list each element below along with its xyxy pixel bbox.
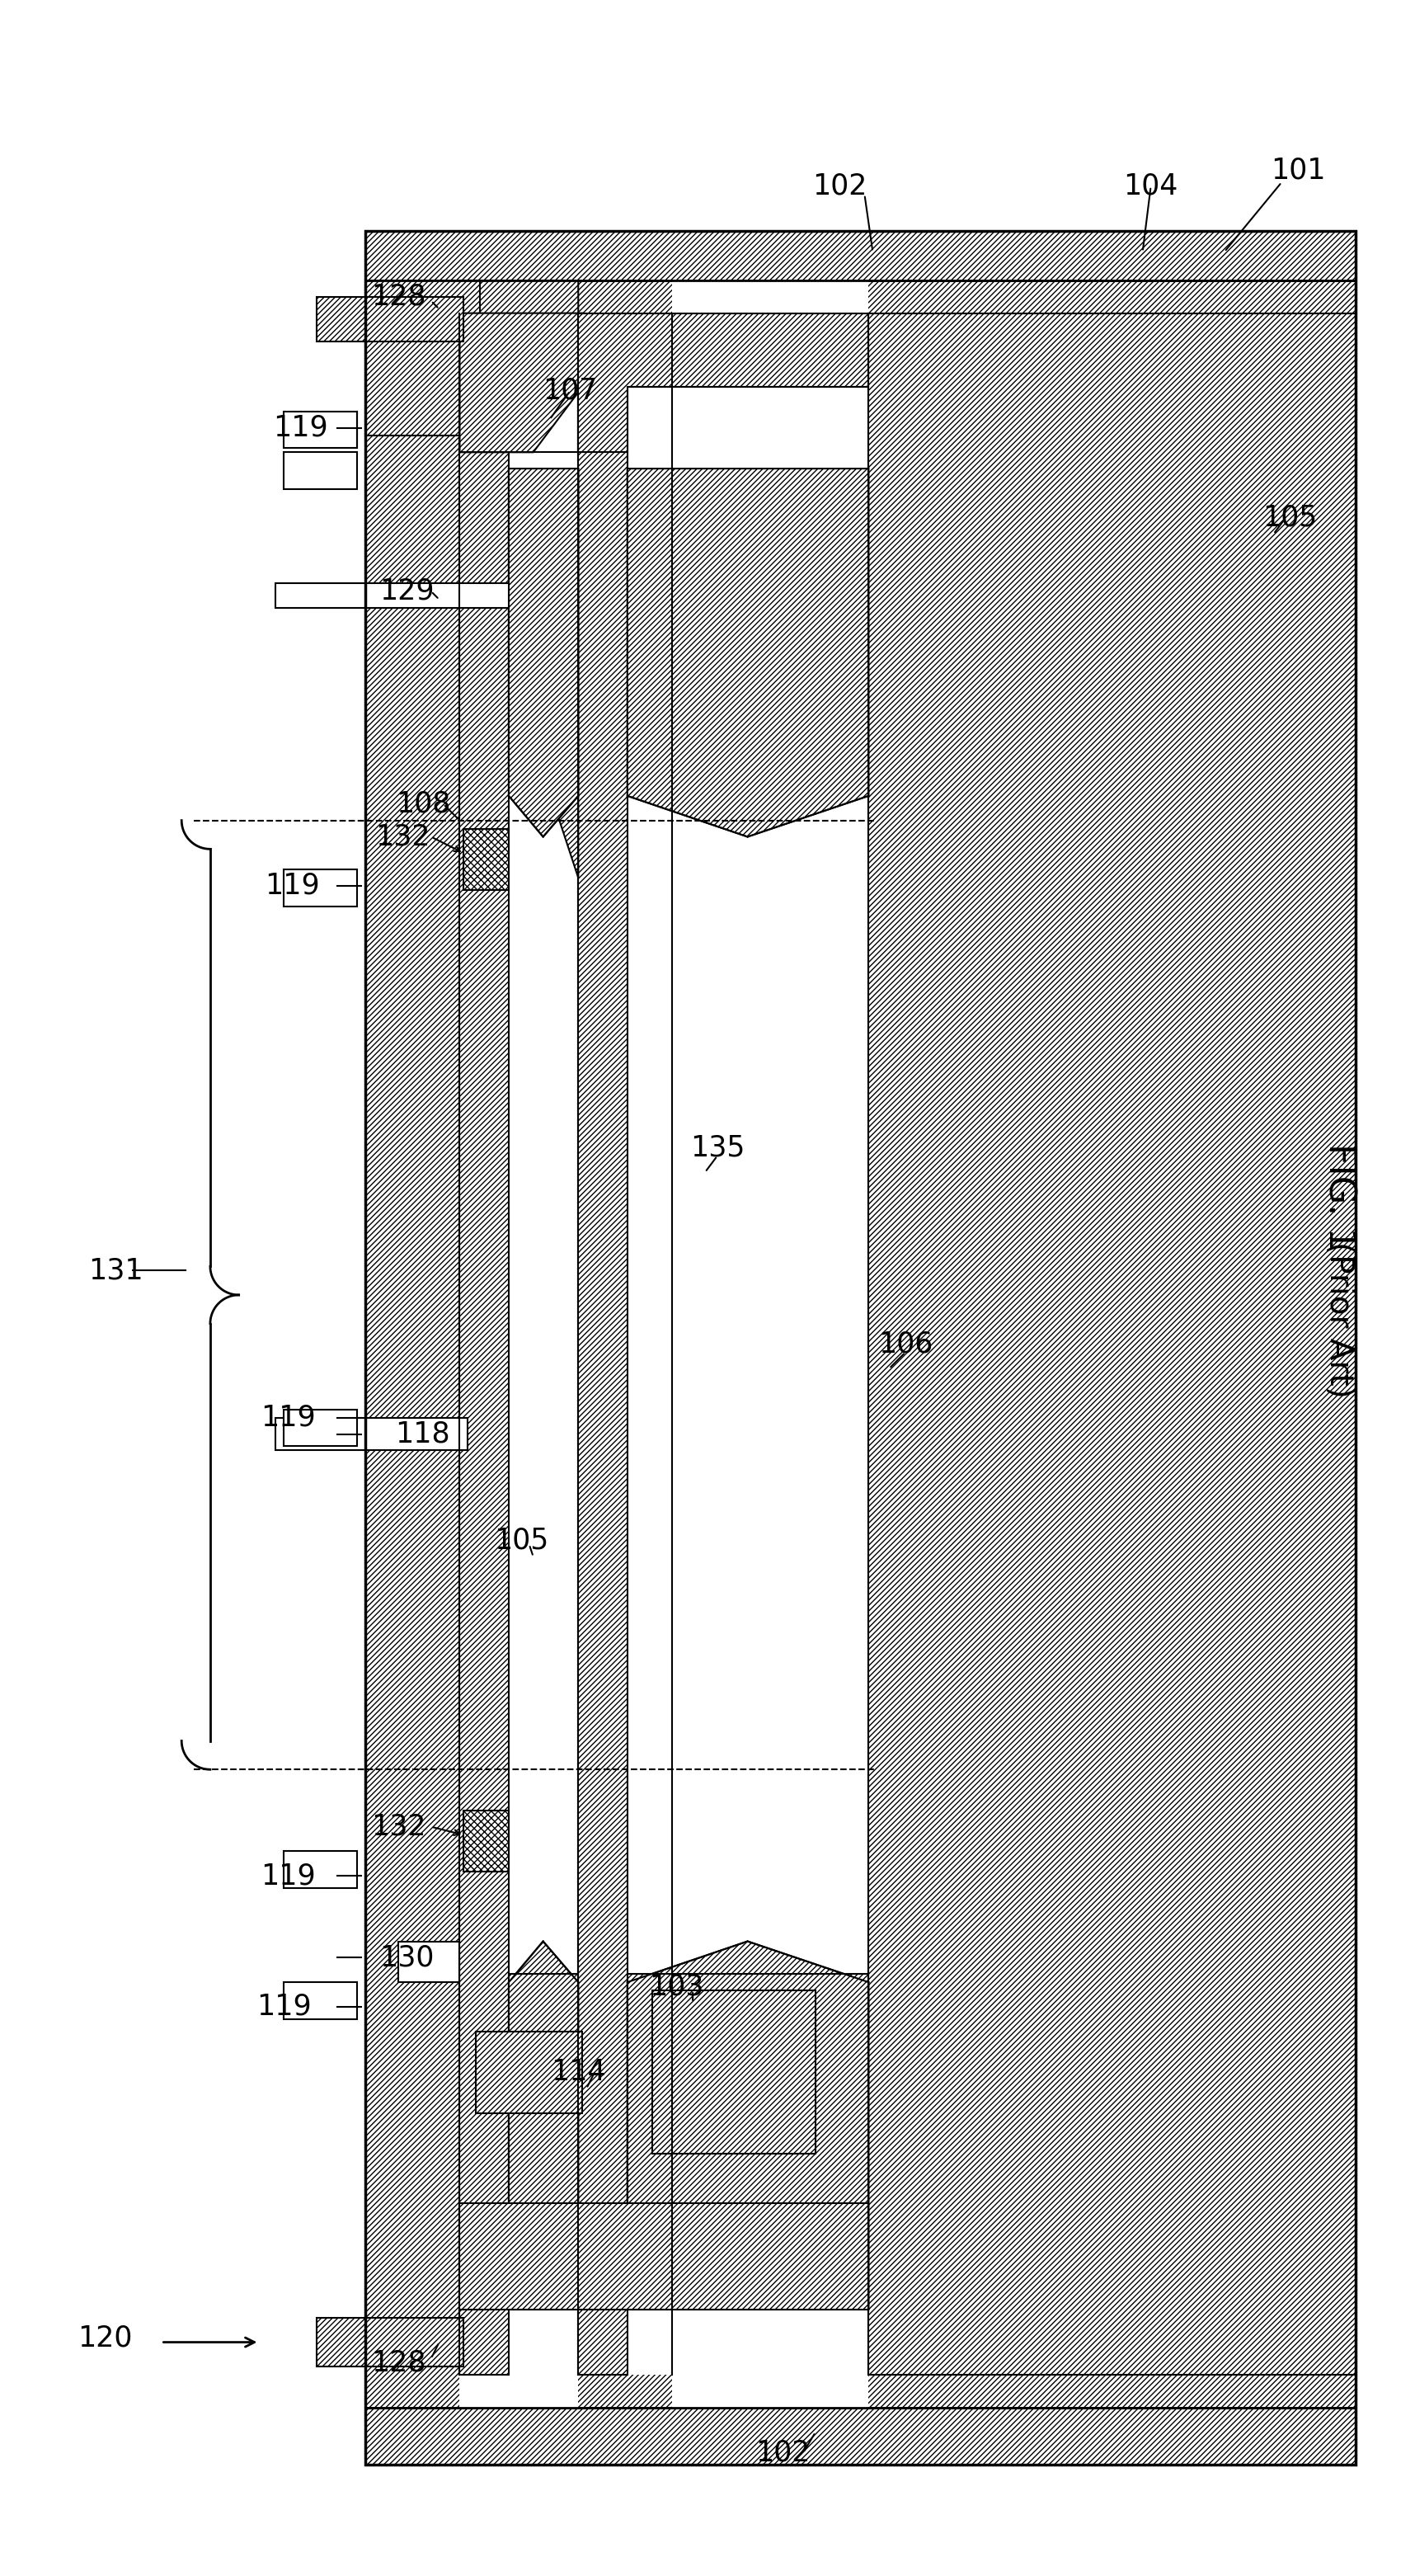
Bar: [869, 314, 1351, 2375]
Text: 105: 105: [494, 1528, 549, 1553]
Bar: [284, 1409, 358, 1445]
Bar: [579, 314, 627, 2375]
Bar: [672, 281, 869, 2409]
Polygon shape: [460, 471, 579, 840]
Bar: [460, 314, 869, 2375]
Polygon shape: [509, 1973, 579, 2311]
Bar: [284, 1852, 358, 1888]
Bar: [365, 2409, 1356, 2465]
Bar: [460, 281, 579, 2409]
Text: 108: 108: [396, 791, 450, 819]
Polygon shape: [627, 1973, 869, 2311]
Polygon shape: [509, 1942, 579, 2311]
Bar: [365, 232, 1356, 2465]
Polygon shape: [509, 469, 579, 878]
Bar: [276, 582, 509, 608]
Text: 119: 119: [260, 1862, 316, 1891]
Bar: [365, 281, 1356, 2409]
Text: 107: 107: [543, 376, 597, 404]
Bar: [869, 314, 1356, 2375]
Text: 101: 101: [1271, 157, 1326, 183]
Bar: [365, 281, 480, 435]
Text: 103: 103: [649, 1973, 703, 2002]
Bar: [399, 1942, 460, 1981]
Text: 128: 128: [371, 2349, 426, 2378]
Text: 119: 119: [260, 1404, 316, 1432]
Bar: [284, 412, 358, 448]
Text: 129: 129: [379, 577, 434, 605]
Text: 119: 119: [256, 1994, 311, 2020]
Bar: [276, 1417, 468, 1450]
Bar: [652, 1991, 815, 2154]
Text: FIG. 1: FIG. 1: [1322, 1144, 1357, 1249]
Polygon shape: [627, 1942, 869, 2311]
Text: 135: 135: [691, 1133, 744, 1162]
Text: 104: 104: [1124, 173, 1179, 201]
Bar: [464, 829, 509, 889]
Polygon shape: [460, 2202, 869, 2311]
Text: 102: 102: [812, 173, 867, 201]
Text: 120: 120: [78, 2324, 133, 2352]
Polygon shape: [460, 314, 583, 453]
Text: 119: 119: [273, 415, 328, 440]
Bar: [284, 871, 358, 907]
Bar: [365, 232, 1356, 281]
Text: (Prior Art): (Prior Art): [1323, 1242, 1354, 1399]
Bar: [317, 2318, 464, 2367]
Text: 130: 130: [379, 1945, 434, 1971]
Bar: [475, 2032, 583, 2112]
Text: 106: 106: [879, 1329, 932, 1358]
Bar: [317, 296, 464, 343]
Text: 102: 102: [756, 2439, 811, 2468]
Text: 132: 132: [371, 1814, 426, 1842]
Text: 119: 119: [265, 871, 320, 899]
Polygon shape: [460, 281, 579, 469]
Polygon shape: [509, 469, 579, 837]
Text: 131: 131: [89, 1257, 143, 1285]
Text: 128: 128: [371, 283, 426, 312]
Text: 114: 114: [550, 2058, 606, 2087]
Text: 132: 132: [375, 822, 430, 850]
Bar: [284, 453, 358, 489]
Text: 118: 118: [395, 1419, 450, 1448]
Bar: [284, 1981, 358, 2020]
Polygon shape: [579, 314, 869, 453]
Bar: [460, 314, 509, 2375]
Text: 105: 105: [1262, 505, 1317, 531]
Bar: [365, 232, 1356, 2465]
Bar: [464, 1811, 509, 1873]
Polygon shape: [627, 469, 869, 837]
